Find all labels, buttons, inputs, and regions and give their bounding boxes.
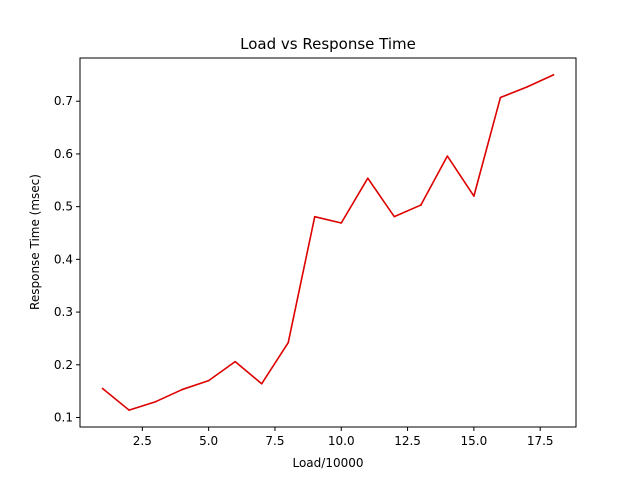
data-point bbox=[340, 222, 343, 224]
data-point bbox=[313, 215, 316, 218]
x-tick-label: 7.5 bbox=[265, 434, 284, 448]
chart-title: Load vs Response Time bbox=[240, 35, 416, 53]
x-axis: 2.5 5.0 7.5 10.0 12.5 15.0 17.5 bbox=[133, 427, 554, 448]
data-point bbox=[181, 388, 183, 391]
y-tick-label: 0.3 bbox=[54, 305, 73, 319]
series-layer bbox=[101, 74, 555, 411]
data-point bbox=[287, 341, 290, 344]
data-point bbox=[446, 155, 449, 157]
y-tick-label: 0.7 bbox=[54, 94, 73, 108]
data-point bbox=[154, 400, 157, 403]
y-tick-label: 0.4 bbox=[54, 252, 73, 266]
x-tick-label: 12.5 bbox=[394, 434, 421, 448]
x-tick-label: 5.0 bbox=[199, 434, 218, 448]
x-tick-label: 17.5 bbox=[527, 434, 554, 448]
data-point bbox=[207, 379, 210, 382]
data-point bbox=[393, 215, 396, 218]
data-point bbox=[101, 387, 104, 390]
data-point bbox=[128, 409, 130, 411]
y-axis: 0.1 0.2 0.3 0.4 0.5 0.6 0.7 bbox=[54, 94, 80, 425]
data-point bbox=[552, 74, 555, 76]
y-tick-label: 0.5 bbox=[54, 200, 73, 214]
plot-area bbox=[79, 57, 577, 428]
data-point bbox=[366, 177, 369, 179]
plot-frame bbox=[79, 57, 577, 428]
data-point bbox=[260, 382, 263, 385]
y-tick-label: 0.1 bbox=[54, 411, 73, 425]
data-point bbox=[234, 360, 236, 363]
series-line-0 bbox=[101, 74, 555, 411]
x-tick-label: 15.0 bbox=[461, 434, 488, 448]
data-point bbox=[420, 204, 422, 206]
x-axis-label: Load/10000 bbox=[292, 456, 363, 470]
data-point bbox=[499, 96, 502, 99]
y-axis-label: Response Time (msec) bbox=[28, 174, 42, 310]
data-point bbox=[526, 86, 528, 88]
y-tick-label: 0.6 bbox=[54, 147, 73, 161]
x-tick-label: 2.5 bbox=[133, 434, 152, 448]
data-point bbox=[473, 195, 475, 197]
x-tick-label: 10.0 bbox=[328, 434, 355, 448]
y-tick-label: 0.2 bbox=[54, 358, 73, 372]
